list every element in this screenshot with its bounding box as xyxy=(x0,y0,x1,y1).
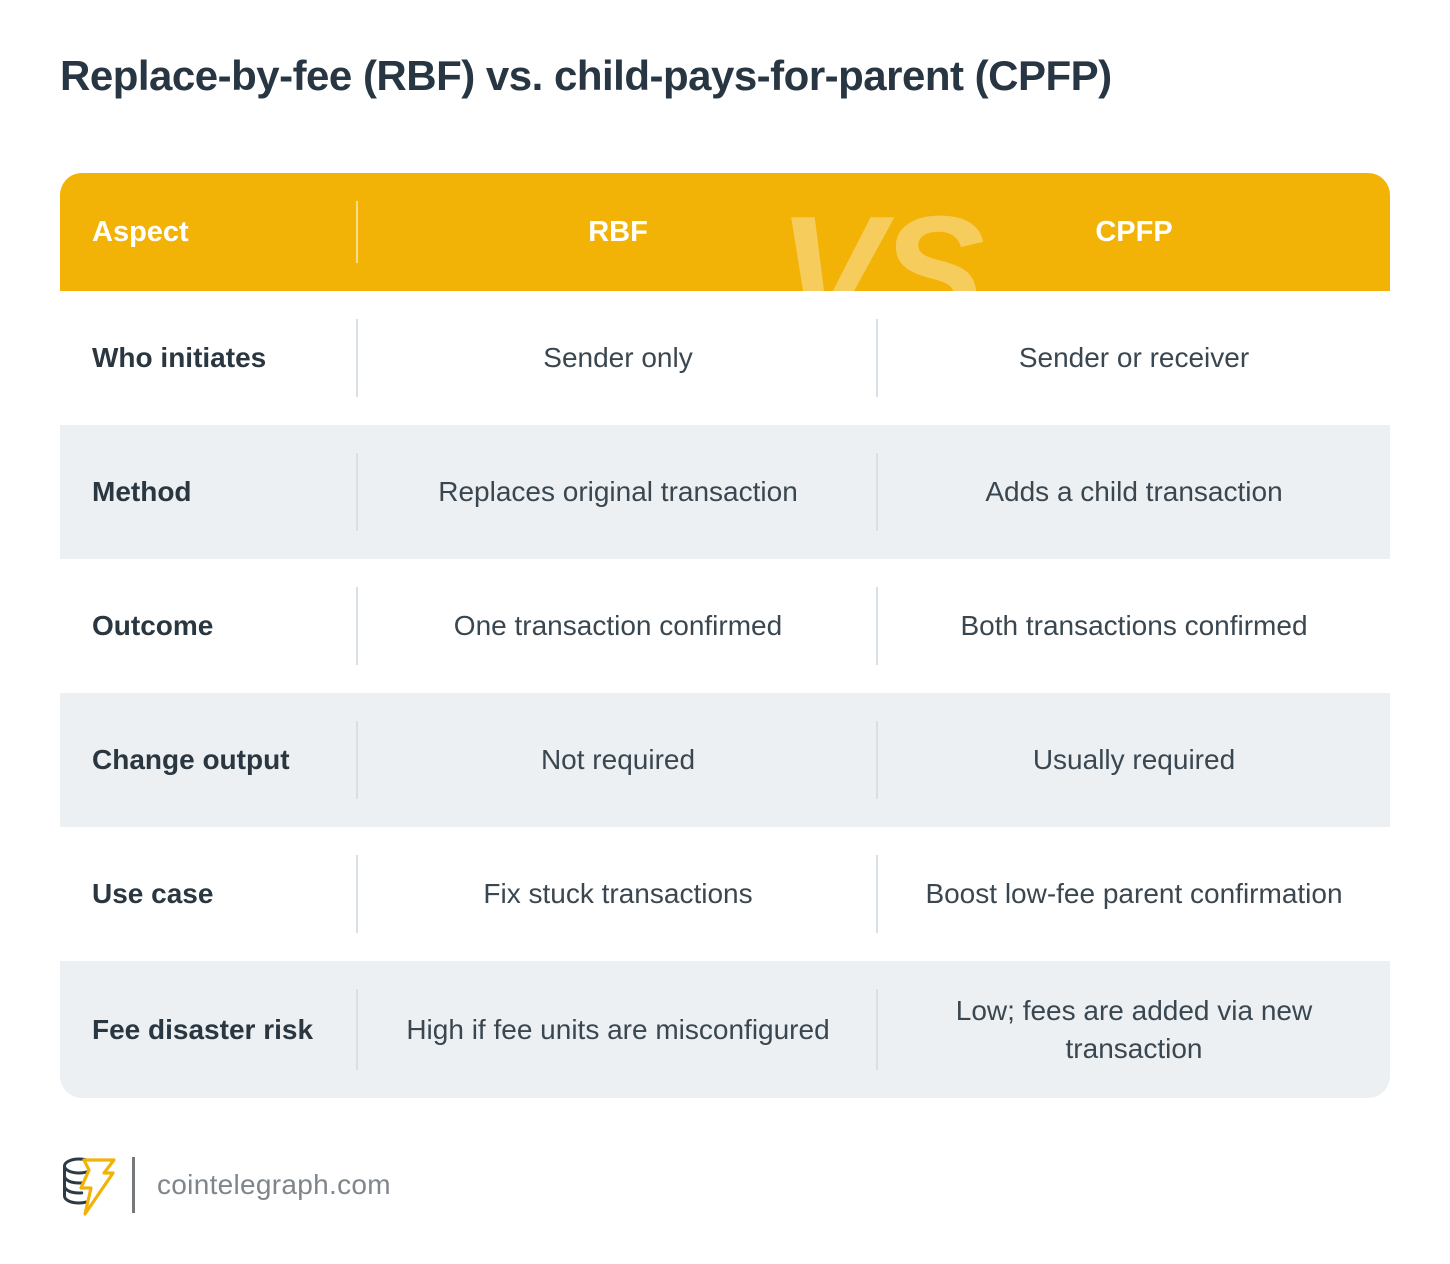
row-aspect-label: Use case xyxy=(60,827,358,961)
table-row: Method Replaces original transaction Add… xyxy=(60,425,1390,559)
row-cpfp-value: Usually required xyxy=(1032,744,1236,776)
row-cpfp-value: Boost low-fee parent confirmation xyxy=(925,878,1343,910)
table-header-row: Aspect RBF CPFP VS xyxy=(60,173,1390,291)
page-title: Replace-by-fee (RBF) vs. child-pays-for-… xyxy=(60,52,1112,99)
header-cpfp: CPFP xyxy=(878,173,1390,291)
row-aspect-label: Outcome xyxy=(60,559,358,693)
header-aspect-label: Aspect xyxy=(92,215,189,248)
row-rbf-value: Not required xyxy=(358,693,878,827)
row-rbf-value: Replaces original transaction xyxy=(358,425,878,559)
footer: cointelegraph.com xyxy=(60,1150,391,1220)
table-row: Who initiates Sender only Sender or rece… xyxy=(60,291,1390,425)
table-row: Use case Fix stuck transactions Boost lo… xyxy=(60,827,1390,961)
comparison-table: Aspect RBF CPFP VS Who initiates Sender … xyxy=(60,173,1390,1098)
row-aspect-label: Method xyxy=(60,425,358,559)
row-rbf-value: One transaction confirmed xyxy=(358,559,878,693)
row-cpfp-value: Both transactions confirmed xyxy=(960,610,1308,642)
header-aspect: Aspect xyxy=(60,173,358,291)
header-rbf-label: RBF xyxy=(588,215,648,248)
footer-divider xyxy=(132,1157,135,1213)
row-rbf-value: Sender only xyxy=(358,291,878,425)
row-aspect-label: Who initiates xyxy=(60,291,358,425)
row-cpfp-value: Adds a child transaction xyxy=(985,476,1283,508)
table-row: Fee disaster risk High if fee units are … xyxy=(60,961,1390,1098)
row-cpfp-value: Sender or receiver xyxy=(1018,342,1250,374)
row-aspect-label: Change output xyxy=(60,693,358,827)
table-row: Outcome One transaction confirmed Both t… xyxy=(60,559,1390,693)
row-aspect-label: Fee disaster risk xyxy=(60,961,358,1098)
cointelegraph-logo-icon xyxy=(63,1157,116,1216)
header-rbf: RBF xyxy=(358,173,878,291)
row-rbf-value: High if fee units are misconfigured xyxy=(358,961,878,1098)
table-row: Change output Not required Usually requi… xyxy=(60,693,1390,827)
footer-site-url: cointelegraph.com xyxy=(157,1169,391,1200)
header-cpfp-label: CPFP xyxy=(1095,215,1173,248)
row-rbf-value: Fix stuck transactions xyxy=(358,827,878,961)
row-cpfp-value: Low; fees are added via new transaction xyxy=(955,994,1313,1064)
